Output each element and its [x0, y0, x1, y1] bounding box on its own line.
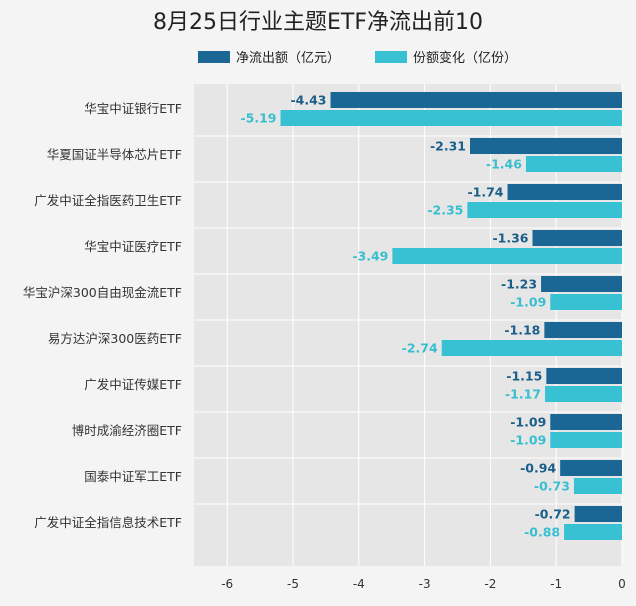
- data-label-series-1: -1.15: [506, 369, 542, 384]
- x-tick-label: 0: [618, 577, 626, 591]
- data-label-series-2: -1.09: [510, 295, 546, 310]
- bar-series-1: [550, 414, 622, 430]
- category-label: 国泰中证军工ETF: [84, 469, 182, 484]
- x-tick-label: -2: [484, 577, 496, 591]
- data-label-series-1: -4.43: [290, 93, 326, 108]
- bar-series-2: [545, 386, 622, 402]
- data-label-series-1: -1.18: [504, 323, 540, 338]
- data-label-series-2: -2.35: [427, 203, 463, 218]
- category-label: 易方达沪深300医药ETF: [48, 331, 182, 346]
- legend-swatch-2: [375, 51, 407, 63]
- data-label-series-2: -1.09: [510, 433, 546, 448]
- bar-series-1: [574, 506, 622, 522]
- category-label: 广发中证传媒ETF: [84, 377, 182, 392]
- data-label-series-2: -0.73: [534, 479, 570, 494]
- x-tick-label: -3: [419, 577, 431, 591]
- bar-series-2: [467, 202, 622, 218]
- data-label-series-2: -1.46: [486, 157, 522, 172]
- x-tick-label: -5: [287, 577, 299, 591]
- legend-swatch-1: [198, 51, 230, 63]
- category-label: 博时成渝经济圈ETF: [72, 423, 182, 438]
- bar-series-2: [550, 432, 622, 448]
- legend-label-1: 净流出额（亿元）: [236, 51, 340, 66]
- data-label-series-2: -2.74: [402, 341, 438, 356]
- bar-series-1: [546, 368, 622, 384]
- bar-series-1: [544, 322, 622, 338]
- data-label-series-1: -0.72: [535, 507, 571, 522]
- bar-series-1: [507, 184, 622, 200]
- category-label: 华宝中证银行ETF: [84, 101, 182, 116]
- data-label-series-2: -5.19: [240, 111, 276, 126]
- bar-series-2: [392, 248, 622, 264]
- bar-series-2: [564, 524, 622, 540]
- bar-series-2: [280, 110, 622, 126]
- data-label-series-1: -1.36: [492, 231, 528, 246]
- bar-series-1: [532, 230, 622, 246]
- data-label-series-1: -1.09: [510, 415, 546, 430]
- bar-series-2: [441, 340, 622, 356]
- data-label-series-1: -1.23: [501, 277, 537, 292]
- x-tick-label: -6: [221, 577, 233, 591]
- x-tick-label: -1: [550, 577, 562, 591]
- category-label: 广发中证全指信息技术ETF: [34, 515, 182, 530]
- bar-series-2: [573, 478, 622, 494]
- category-label: 广发中证全指医药卫生ETF: [34, 193, 182, 208]
- bar-series-1: [470, 138, 622, 154]
- data-label-series-1: -2.31: [430, 139, 466, 154]
- chart-title: 8月25日行业主题ETF净流出前10: [153, 10, 483, 35]
- bar-series-2: [550, 294, 622, 310]
- legend-label-2: 份额变化（亿份）: [413, 50, 517, 66]
- category-label: 华宝沪深300自由现金流ETF: [23, 285, 182, 300]
- category-label: 华宝中证医疗ETF: [84, 239, 182, 254]
- data-label-series-1: -1.74: [467, 185, 503, 200]
- bar-series-1: [330, 92, 622, 108]
- bar-series-1: [541, 276, 622, 292]
- bar-series-2: [525, 156, 622, 172]
- x-tick-label: -4: [353, 577, 365, 591]
- data-label-series-2: -0.88: [524, 525, 560, 540]
- bar-series-1: [560, 460, 622, 476]
- data-label-series-1: -0.94: [520, 461, 556, 476]
- category-label: 华夏国证半导体芯片ETF: [47, 147, 182, 162]
- data-label-series-2: -1.17: [505, 387, 541, 402]
- data-label-series-2: -3.49: [352, 249, 388, 264]
